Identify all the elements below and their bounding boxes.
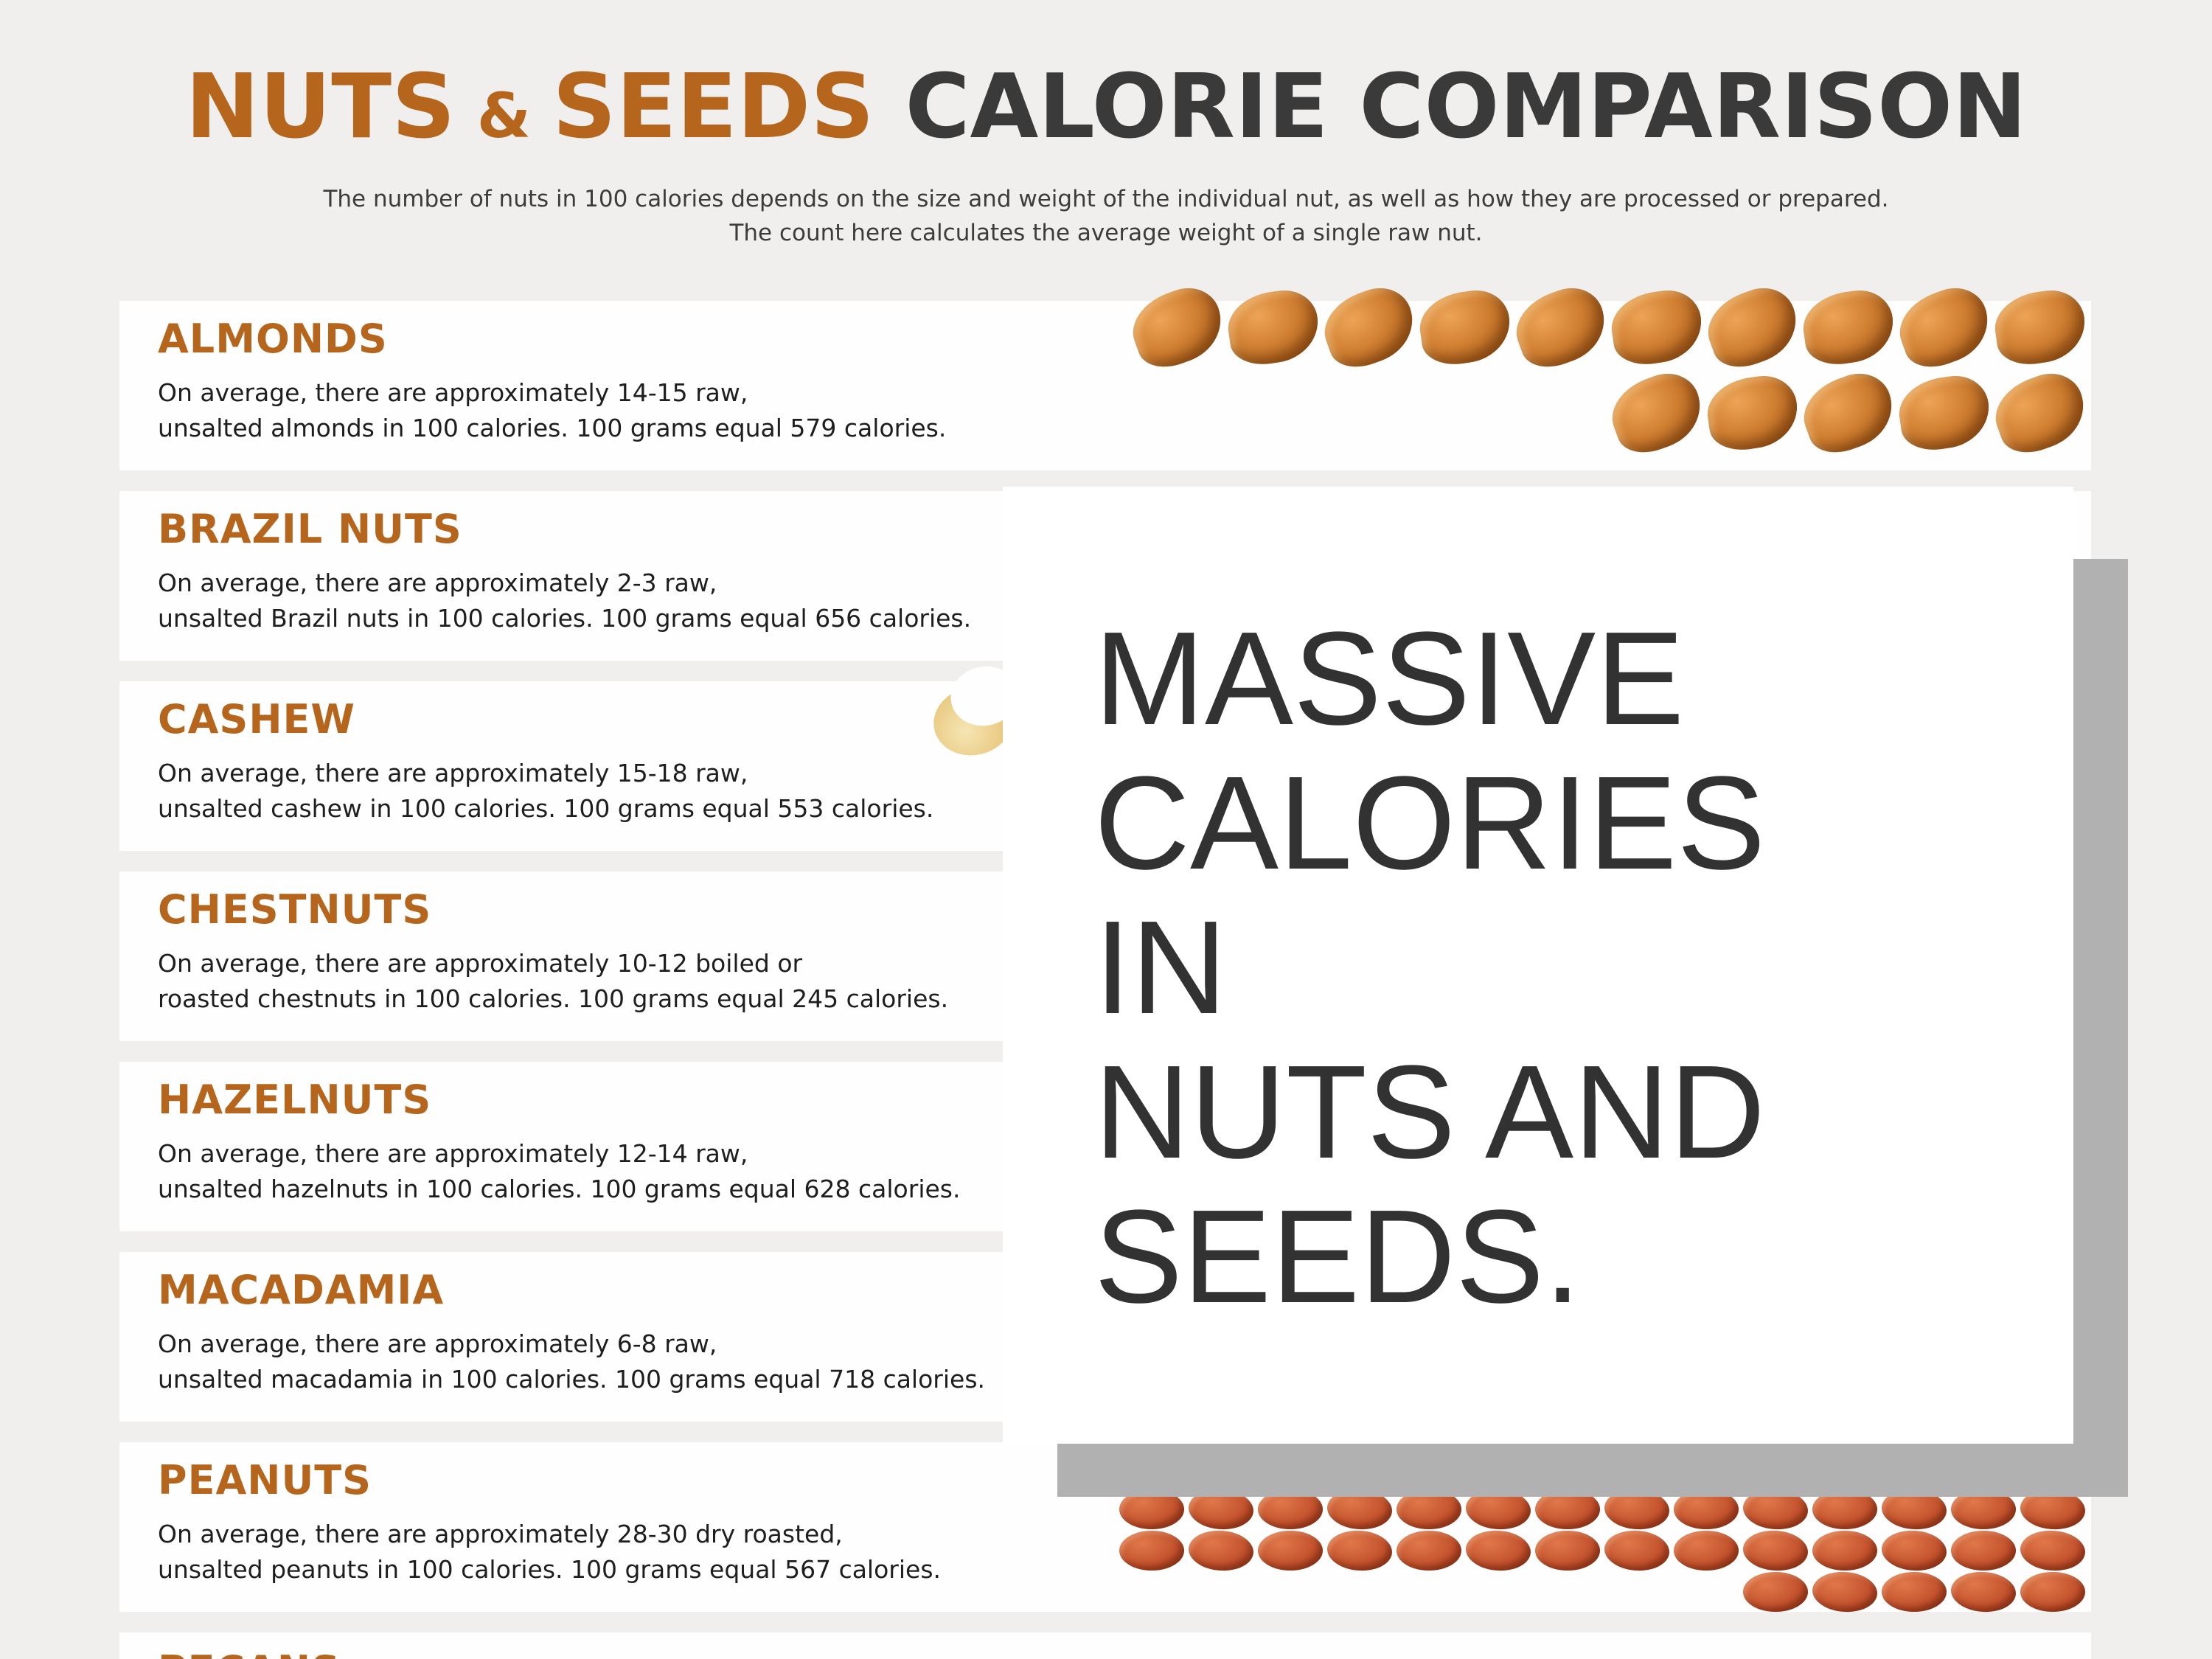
nut-description: On average, there are approximately 6-8 … [158, 1327, 2091, 1398]
almond-icon [1794, 364, 1903, 462]
nut-name: MACADAMIA [158, 1268, 445, 1314]
title-accent-nuts: NUTS [185, 56, 456, 159]
overlay-line: IN [1094, 895, 1227, 1043]
nut-description: On average, there are approximately 14-1… [158, 376, 2091, 447]
nut-name: BRAZIL NUTS [158, 507, 462, 553]
nut-description-line2: unsalted Brazil nuts in 100 calories. 10… [158, 605, 972, 633]
almond-icon [1607, 285, 1707, 369]
nut-icons [1123, 279, 2095, 462]
nut-description-line2: roasted chestnuts in 100 calories. 100 g… [158, 985, 949, 1013]
subtitle-line-2: The count here calculates the average we… [729, 220, 1483, 246]
almond-icon [1703, 371, 1803, 455]
peanut-icon [1880, 1528, 1948, 1573]
almond-icon [1315, 279, 1424, 376]
almond-icon [1986, 364, 2095, 462]
nut-icons [933, 687, 1013, 755]
peanut-icon [1258, 1531, 1323, 1571]
peanut-icon [1187, 1528, 1255, 1573]
overlay-line: MASSIVE [1094, 606, 1685, 754]
nut-name: ALMONDS [158, 317, 388, 363]
peanut-icon [1535, 1531, 1600, 1571]
nut-name: CASHEW [158, 698, 355, 743]
peanut-icon [1742, 1528, 1809, 1573]
nut-row: PECANS [119, 1632, 2091, 1659]
nut-row: ALMONDS On average, there are approximat… [119, 279, 2095, 470]
peanut-icon [1812, 1531, 1877, 1571]
nut-description-line1: On average, there are approximately 6-8 … [158, 1330, 717, 1358]
almond-icon [1798, 285, 1899, 369]
nut-description-line2: unsalted almonds in 100 calories. 100 gr… [158, 414, 947, 442]
almond-icon [1890, 279, 1999, 376]
nut-description-line2: unsalted hazelnuts in 100 calories. 100 … [158, 1175, 961, 1203]
nut-description-line1: On average, there are approximately 10-1… [158, 950, 803, 978]
nut-name: CHESTNUTS [158, 888, 432, 933]
nut-description-line1: On average, there are approximately 14-1… [158, 379, 748, 407]
nut-description: On average, there are approximately 12-1… [158, 1137, 2091, 1208]
title-accent-seeds: SEEDS [552, 56, 874, 159]
peanut-icon [1397, 1531, 1461, 1571]
almond-icon [1894, 371, 1994, 455]
overlay-line: CALORIES [1094, 751, 1766, 898]
nut-description-line1: On average, there are approximately 12-1… [158, 1140, 748, 1168]
nut-description-line1: On average, there are approximately 2-3 … [158, 569, 717, 597]
peanut-icon [1950, 1569, 2017, 1615]
peanut-icon [1674, 1531, 1739, 1571]
overlay-text-box: MASSIVE CALORIES IN NUTS AND SEEDS. [1003, 487, 2073, 1444]
nut-name: HAZELNUTS [158, 1078, 432, 1124]
nut-name: PECANS [158, 1647, 2091, 1659]
almond-icon [1990, 285, 2090, 369]
page-title: NUTS & SEEDS CALORIE COMPARISON [0, 59, 2212, 165]
nut-description-line2: unsalted macadamia in 100 calories. 100 … [158, 1366, 986, 1394]
subtitle-line-1: The number of nuts in 100 calories depen… [323, 186, 1889, 212]
overlay-text: MASSIVE CALORIES IN NUTS AND SEEDS. [1094, 608, 2073, 1330]
almond-icon [1415, 285, 1515, 369]
almond-icon [1506, 279, 1615, 376]
almond-icon [1602, 364, 1711, 462]
peanut-icon [1603, 1528, 1671, 1573]
subtitle: The number of nuts in 100 calories depen… [0, 183, 2212, 251]
nut-name: PEANUTS [158, 1458, 372, 1504]
overlay-line: NUTS AND [1094, 1040, 1766, 1187]
nut-description-line2: unsalted cashew in 100 calories. 100 gra… [158, 795, 934, 823]
peanut-icon [1119, 1531, 1184, 1571]
peanut-icon [1743, 1572, 1808, 1612]
nut-description: On average, there are approximately 2-3 … [158, 566, 2091, 637]
header: NUTS & SEEDS CALORIE COMPARISON The numb… [0, 0, 2212, 251]
peanut-icon [1951, 1531, 2016, 1571]
title-ampersand: & [476, 80, 532, 152]
peanut-icon [1326, 1528, 1394, 1573]
peanut-icon [1464, 1528, 1532, 1573]
nut-description-line1: On average, there are approximately 28-3… [158, 1520, 843, 1548]
nut-description-line2: unsalted peanuts in 100 calories. 100 gr… [158, 1556, 942, 1584]
nut-description: On average, there are approximately 15-1… [158, 757, 2091, 827]
nut-description-line1: On average, there are approximately 15-1… [158, 759, 748, 787]
title-calorie-comparison: CALORIE COMPARISON [905, 56, 2027, 159]
peanut-icon [2019, 1528, 2087, 1573]
almond-icon [1123, 279, 1232, 376]
nut-icons [1119, 1486, 2087, 1615]
peanut-icon [1882, 1572, 1947, 1612]
almond-icon [1223, 285, 1324, 369]
nut-description: On average, there are approximately 10-1… [158, 947, 2091, 1018]
overlay-line: SEEDS. [1094, 1184, 1582, 1332]
almond-icon [1698, 279, 1807, 376]
title-rest [874, 56, 905, 159]
nut-description: On average, there are approximately 28-3… [158, 1517, 2091, 1588]
peanut-icon [1811, 1569, 1879, 1615]
peanut-icon [2020, 1572, 2085, 1612]
